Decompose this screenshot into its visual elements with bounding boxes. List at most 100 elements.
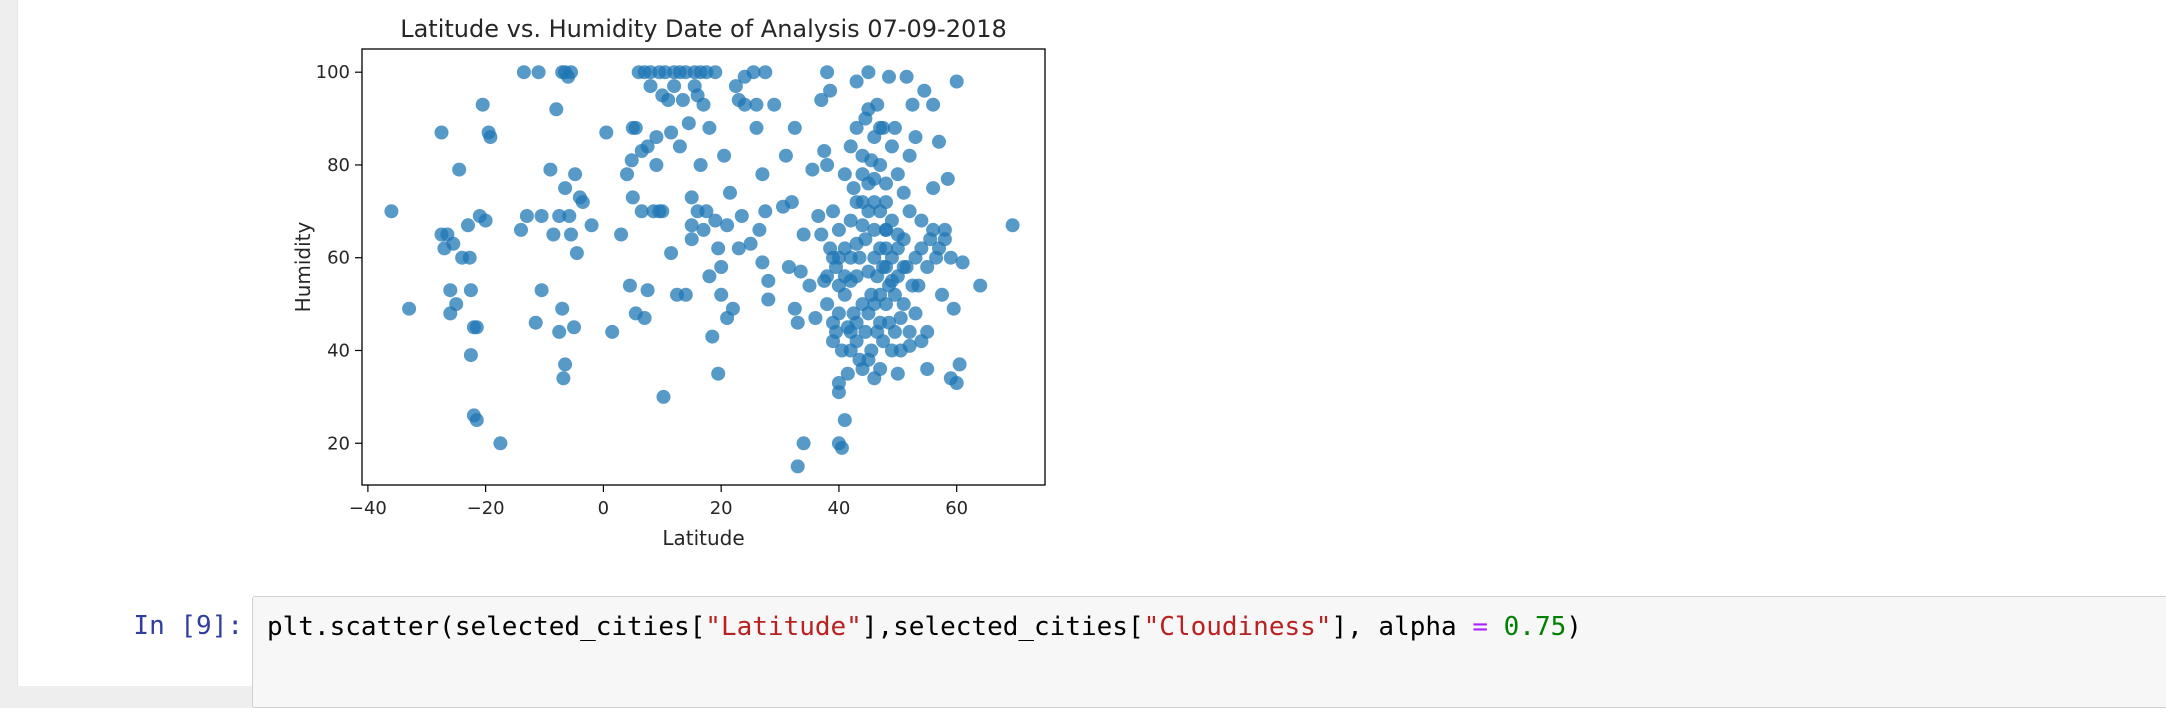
scatter-point: [528, 315, 543, 330]
chart-title: Latitude vs. Humidity Date of Analysis 0…: [400, 15, 1007, 43]
code-number-token: 0.75: [1503, 612, 1567, 642]
x-tick-label: −40: [349, 498, 387, 519]
scatter-point: [949, 376, 964, 390]
scatter-point: [584, 218, 599, 233]
scatter-point: [946, 301, 961, 316]
scatter-point: [564, 65, 578, 80]
scatter-point: [483, 130, 498, 145]
code-cell[interactable]: In [9]: plt.scatter(selected_cities["Lat…: [18, 586, 2166, 708]
x-tick-label: 20: [710, 498, 733, 519]
scatter-point: [531, 65, 546, 80]
x-tick-label: 40: [827, 498, 850, 519]
scatter-point: [814, 93, 829, 107]
scatter-point: [831, 306, 846, 321]
scatter-point: [914, 334, 929, 349]
scatter-point: [443, 283, 458, 298]
scatter-point: [568, 167, 583, 182]
scatter-point: [820, 158, 835, 172]
scatter-point: [562, 209, 577, 223]
scatter-point: [717, 148, 732, 163]
scatter-point: [831, 278, 846, 293]
scatter-point: [1005, 218, 1020, 233]
scatter-point: [926, 222, 941, 237]
plot-area-frame: [361, 48, 1046, 486]
scatter-point: [672, 139, 687, 154]
scatter-point: [831, 385, 846, 400]
scatter-point: [879, 222, 893, 237]
x-tick-label: 60: [945, 498, 968, 519]
y-tick-label: 100: [316, 62, 350, 83]
scatter-point: [534, 209, 549, 223]
scatter-point: [902, 324, 917, 339]
code-token: [1488, 612, 1504, 642]
scatter-point: [837, 413, 852, 428]
scatter-point: [552, 324, 567, 339]
scatter-point: [714, 287, 729, 302]
scatter-point: [943, 250, 958, 265]
y-axis-ticks: 20 40 60 80 100: [316, 62, 362, 454]
scatter-point: [667, 79, 682, 94]
scatter-point: [855, 362, 870, 376]
scatter-point: [675, 93, 690, 107]
scatter-point: [887, 120, 902, 135]
scatter-point: [896, 232, 911, 247]
scatter-point: [384, 204, 399, 219]
scatter-point: [558, 357, 573, 372]
scatter-point: [702, 120, 717, 135]
scatter-point: [837, 167, 852, 182]
scatter-point: [728, 79, 743, 94]
scatter-point: [761, 292, 776, 307]
scatter-point: [846, 181, 861, 196]
scatter-point: [820, 269, 835, 284]
scatter-point: [661, 93, 676, 107]
scatter-point: [649, 130, 664, 145]
scatter-point: [696, 222, 711, 237]
code-token: plt.scatter(selected_cities[: [267, 612, 706, 642]
scatter-point: [840, 366, 855, 381]
scatter-point: [711, 366, 726, 381]
scatter-point: [556, 371, 571, 386]
scatter-point: [778, 148, 793, 163]
x-axis-ticks: −40 −20 0 20 40 60: [349, 485, 968, 519]
scatter-point: [843, 324, 858, 339]
scatter-point: [746, 65, 761, 80]
scatter-point: [843, 139, 858, 154]
scatter-point: [463, 283, 478, 298]
scatter-point: [758, 65, 773, 80]
scatter-point: [534, 283, 549, 298]
scatter-point: [725, 301, 740, 316]
scatter-point: [893, 343, 908, 358]
code-line[interactable]: plt.scatter(selected_cities["Latitude"],…: [267, 612, 1582, 642]
scatter-point: [752, 222, 767, 237]
scatter-point: [887, 287, 902, 302]
scatter-point: [462, 250, 477, 265]
scatter-point: [787, 301, 802, 316]
scatter-point: [575, 195, 590, 210]
scatter-point: [826, 204, 840, 219]
code-editor[interactable]: plt.scatter(selected_cities["Latitude"],…: [252, 596, 2166, 708]
scatter-point: [705, 329, 720, 344]
scatter-point: [843, 250, 858, 265]
scatter-point: [808, 311, 823, 325]
scatter-point: [552, 209, 567, 223]
scatter-point: [516, 65, 531, 80]
scatter-point: [796, 436, 811, 451]
scatter-point: [823, 241, 838, 256]
scatter-point: [678, 287, 693, 302]
scatter-point: [684, 190, 699, 205]
scatter-point: [640, 139, 655, 154]
scatter-point: [649, 158, 664, 172]
scatter-point: [952, 357, 967, 372]
scatter-point: [656, 389, 671, 404]
scatter-point: [446, 236, 461, 251]
scatter-point: [628, 120, 643, 135]
scatter-point: [917, 83, 932, 98]
scatter-point: [843, 213, 858, 228]
scatter-point: [855, 148, 870, 163]
scatter-point: [937, 232, 952, 247]
scatter-point: [890, 366, 905, 381]
scatter-point: [899, 260, 914, 274]
scatter-point: [781, 260, 796, 274]
scatter-point: [902, 204, 917, 219]
scatter-point: [755, 167, 770, 182]
